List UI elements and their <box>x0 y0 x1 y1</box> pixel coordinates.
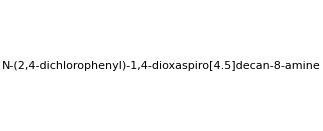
Text: N-(2,4-dichlorophenyl)-1,4-dioxaspiro[4.5]decan-8-amine: N-(2,4-dichlorophenyl)-1,4-dioxaspiro[4.… <box>2 61 321 71</box>
